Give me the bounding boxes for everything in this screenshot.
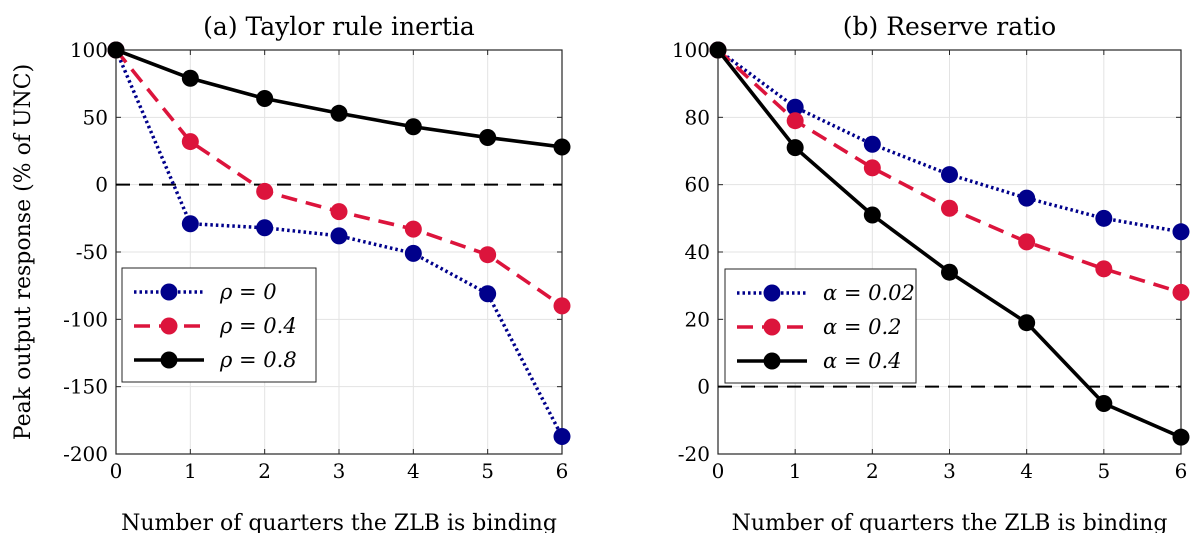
- data-point: [330, 104, 348, 122]
- data-point: [404, 220, 422, 238]
- y-tick-label: 80: [685, 105, 710, 129]
- y-tick-label: 0: [95, 173, 108, 197]
- x-tick-label: 4: [407, 459, 420, 483]
- data-point: [330, 227, 348, 245]
- x-tick-label: 6: [1175, 459, 1188, 483]
- x-axis-label: Number of quarters the ZLB is binding: [732, 511, 1168, 533]
- y-tick-label: 100: [70, 38, 108, 62]
- y-tick-label: 50: [83, 105, 108, 129]
- data-point: [404, 244, 422, 262]
- y-tick-label: 0: [697, 375, 710, 399]
- data-point: [786, 139, 804, 157]
- data-point: [941, 263, 958, 281]
- legend-swatch-marker: [160, 317, 178, 335]
- legend-label: ρ = 0.4: [219, 314, 297, 338]
- x-tick-label: 5: [1097, 459, 1110, 483]
- y-tick-label: -20: [678, 442, 710, 466]
- legend-label: α = 0.2: [823, 315, 902, 339]
- x-tick-label: 1: [789, 459, 802, 483]
- legend-box: [121, 267, 317, 383]
- data-point: [863, 135, 881, 153]
- x-tick-label: 0: [712, 459, 725, 483]
- data-point: [553, 297, 571, 315]
- data-point: [256, 219, 274, 237]
- chart-title: (a) Taylor rule inertia: [203, 12, 475, 41]
- data-point: [1172, 283, 1190, 301]
- y-tick-label: 20: [685, 307, 710, 331]
- legend: α = 0.02 α = 0.2 α = 0.4: [724, 268, 917, 384]
- x-axis-label: Number of quarters the ZLB is binding: [121, 511, 557, 533]
- data-point: [553, 427, 571, 445]
- x-tick-label: 2: [866, 459, 879, 483]
- y-tick-label: 100: [672, 38, 710, 62]
- legend-swatch-marker: [763, 318, 781, 336]
- data-point: [181, 133, 199, 151]
- x-tick-label: 2: [258, 459, 271, 483]
- data-point: [479, 285, 497, 303]
- data-point: [181, 69, 199, 87]
- y-tick-label: 60: [685, 173, 710, 197]
- data-point: [863, 206, 881, 224]
- data-point: [941, 166, 958, 184]
- data-point: [863, 159, 881, 177]
- x-tick-label: 3: [333, 459, 346, 483]
- legend-swatch-marker: [763, 284, 781, 302]
- chart-panel-a: 0 1 2 3 4 5 6 100 50 0 -50 -100 -150 -200 (a) Taylor r…: [11, 12, 571, 533]
- data-point: [1018, 233, 1036, 251]
- x-tick-label: 1: [184, 459, 197, 483]
- data-point: [1018, 314, 1036, 332]
- legend-swatch-marker: [763, 352, 781, 370]
- x-tick-label: 0: [110, 459, 123, 483]
- legend-box: [724, 268, 917, 384]
- data-point: [1095, 260, 1113, 278]
- y-tick-label: 40: [685, 240, 710, 264]
- legend-swatch-marker: [160, 283, 178, 301]
- legend-label: α = 0.02: [823, 281, 915, 305]
- y-tick-label: -200: [63, 442, 108, 466]
- data-point: [404, 118, 422, 136]
- data-point: [1172, 223, 1190, 241]
- x-tick-label: 3: [943, 459, 956, 483]
- data-point: [256, 89, 274, 107]
- data-point: [786, 112, 804, 130]
- data-point: [107, 41, 125, 59]
- data-point: [479, 129, 497, 147]
- data-point: [330, 203, 348, 221]
- data-point: [709, 41, 727, 59]
- x-tick-label: 5: [481, 459, 494, 483]
- y-tick-label: -100: [63, 307, 108, 331]
- y-tick-label: -150: [63, 375, 108, 399]
- legend: ρ = 0 ρ = 0.4 ρ = 0.8: [121, 267, 317, 383]
- data-point: [1095, 395, 1113, 412]
- legend-swatch-marker: [160, 351, 178, 369]
- chart-title: (b) Reserve ratio: [843, 12, 1056, 41]
- y-axis-label: Peak output response (% of UNC): [11, 64, 36, 440]
- data-point: [941, 199, 958, 217]
- x-tick-label: 4: [1020, 459, 1033, 483]
- x-tick-label: 6: [556, 459, 569, 483]
- data-point: [479, 246, 497, 264]
- y-tick-label: -50: [76, 240, 108, 264]
- data-point: [256, 182, 274, 200]
- legend-label: ρ = 0.8: [219, 348, 297, 372]
- data-point: [553, 138, 571, 156]
- data-point: [786, 98, 804, 116]
- data-point: [1018, 189, 1036, 207]
- data-point: [1172, 428, 1190, 446]
- legend-label: ρ = 0: [219, 280, 277, 304]
- data-point: [181, 215, 199, 233]
- legend-label: α = 0.4: [823, 349, 902, 373]
- data-point: [1095, 209, 1113, 227]
